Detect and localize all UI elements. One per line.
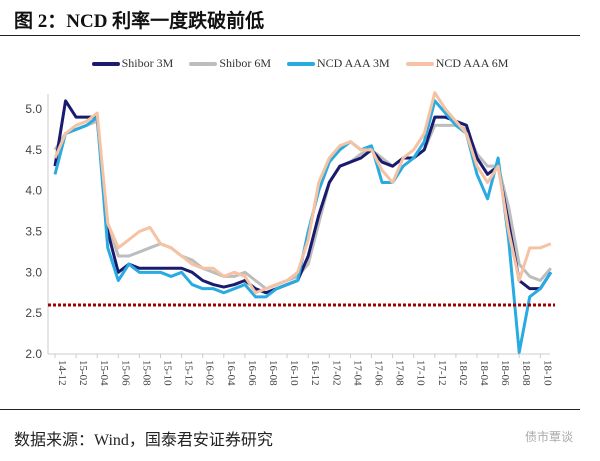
watermark: 债市覃谈 xyxy=(525,430,574,444)
x-tick-label: 15-08 xyxy=(140,360,152,386)
x-tick-label: 16-12 xyxy=(309,360,321,386)
x-tick-label: 18-08 xyxy=(520,360,532,386)
y-tick-label: 3.5 xyxy=(25,225,42,239)
y-tick-label: 4.5 xyxy=(25,143,42,157)
y-tick-label: 2.0 xyxy=(25,347,42,361)
legend-label: NCD AAA 3M xyxy=(317,56,390,70)
x-tick-label: 16-04 xyxy=(225,360,237,386)
legend-swatch xyxy=(405,61,434,66)
y-tick-label: 2.5 xyxy=(25,306,42,320)
x-tick-label: 15-10 xyxy=(162,360,174,386)
x-tick-label: 15-04 xyxy=(98,360,110,386)
legend-label: Shibor 3M xyxy=(121,56,174,70)
x-tick-label: 18-02 xyxy=(457,360,469,386)
figure-title: 图 2：NCD 利率一度跌破前低 xyxy=(14,11,265,32)
x-tick-label: 14-12 xyxy=(56,360,68,386)
x-tick-label: 16-08 xyxy=(267,360,279,386)
legend: Shibor 3M Shibor 6M NCD AAA 3M NCD AAA 6M xyxy=(0,56,600,71)
top-rule xyxy=(0,35,580,36)
legend-item: Shibor 6M xyxy=(189,56,271,71)
legend-item: Shibor 3M xyxy=(91,56,174,71)
legend-swatch xyxy=(91,61,120,66)
x-tick-label: 17-08 xyxy=(394,360,406,386)
legend-swatch xyxy=(189,61,218,66)
x-tick-label: 17-06 xyxy=(373,360,385,386)
series-line-ncd-aaa-6m xyxy=(53,91,552,295)
legend-item: NCD AAA 3M xyxy=(287,56,390,71)
series-line-ncd-aaa-3m xyxy=(53,99,553,354)
legend-swatch xyxy=(287,61,315,66)
source-note: 数据来源：Wind，国泰君安证券研究 xyxy=(14,432,273,449)
x-tick-label: 16-10 xyxy=(288,360,300,386)
x-tick-label: 15-06 xyxy=(119,360,131,386)
x-tick-label: 16-06 xyxy=(246,360,258,386)
legend-label: NCD AAA 6M xyxy=(435,56,509,70)
x-tick-label: 17-12 xyxy=(436,360,448,386)
x-tick-label: 17-10 xyxy=(415,360,427,386)
series-line-shibor-3m xyxy=(53,99,553,295)
y-tick-label: 4.0 xyxy=(25,184,42,198)
x-tick-label: 18-06 xyxy=(499,360,511,386)
x-tick-label: 16-02 xyxy=(204,360,216,386)
x-tick-label: 15-12 xyxy=(183,360,195,386)
legend-label: Shibor 6M xyxy=(219,56,271,70)
legend-item: NCD AAA 6M xyxy=(405,56,509,71)
y-tick-label: 3.0 xyxy=(25,265,42,279)
x-tick-label: 18-10 xyxy=(541,360,553,386)
bottom-rule xyxy=(0,409,580,410)
x-tick-label: 18-04 xyxy=(478,360,490,386)
x-tick-label: 17-04 xyxy=(351,360,363,386)
x-tick-label: 17-02 xyxy=(330,360,342,386)
y-tick-label: 5.0 xyxy=(25,102,42,116)
x-tick-label: 15-02 xyxy=(77,360,89,386)
